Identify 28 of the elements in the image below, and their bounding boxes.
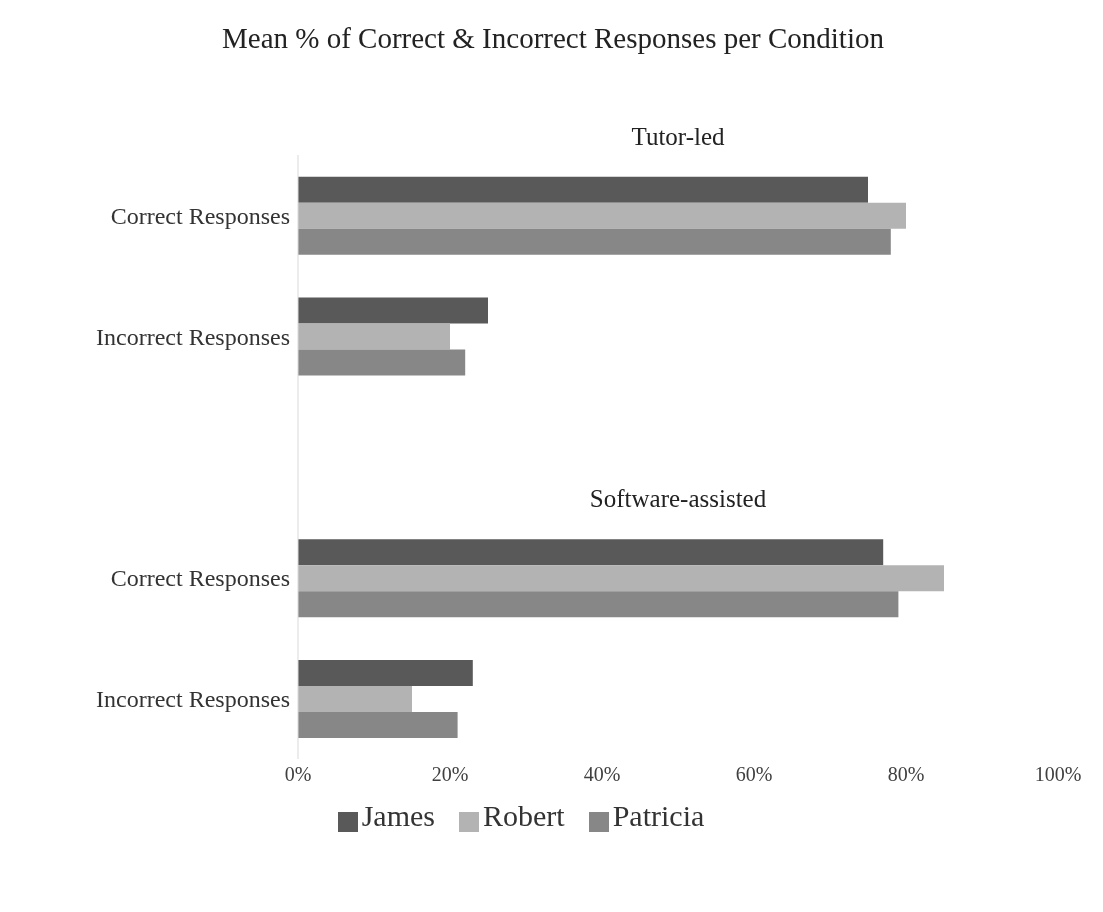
x-tick-label: 20% xyxy=(431,763,469,786)
bar xyxy=(298,539,884,566)
chart-title: Mean % of Correct & Incorrect Responses per Condition xyxy=(221,21,885,56)
x-tick-label: 40% xyxy=(583,763,621,786)
text: Tutor-led xyxy=(630,123,726,151)
bar xyxy=(298,297,488,324)
bar xyxy=(298,176,868,203)
bar xyxy=(298,323,450,350)
x-tick-label: 60% xyxy=(735,763,773,786)
bar xyxy=(298,685,412,712)
x-tick-label: 80% xyxy=(887,763,925,786)
bar xyxy=(298,228,891,255)
legend-label: Patricia xyxy=(612,799,705,832)
bar xyxy=(298,202,906,229)
y-tick-label: Correct Responses xyxy=(110,565,290,592)
y-tick-label: Incorrect Responses xyxy=(96,686,290,713)
x-tick-label: 0% xyxy=(284,763,312,786)
bar xyxy=(298,591,899,618)
x-tick-label: 100% xyxy=(1034,763,1082,786)
annotation: Software-assisted xyxy=(588,485,768,514)
bar xyxy=(298,349,466,376)
legend-label: James xyxy=(361,799,436,832)
bar xyxy=(298,565,944,592)
bar xyxy=(298,711,458,738)
y-tick-label: Incorrect Responses xyxy=(96,323,290,350)
y-tick-label: Correct Responses xyxy=(110,202,290,229)
legend-label: Robert xyxy=(483,799,565,832)
bar xyxy=(298,659,473,686)
